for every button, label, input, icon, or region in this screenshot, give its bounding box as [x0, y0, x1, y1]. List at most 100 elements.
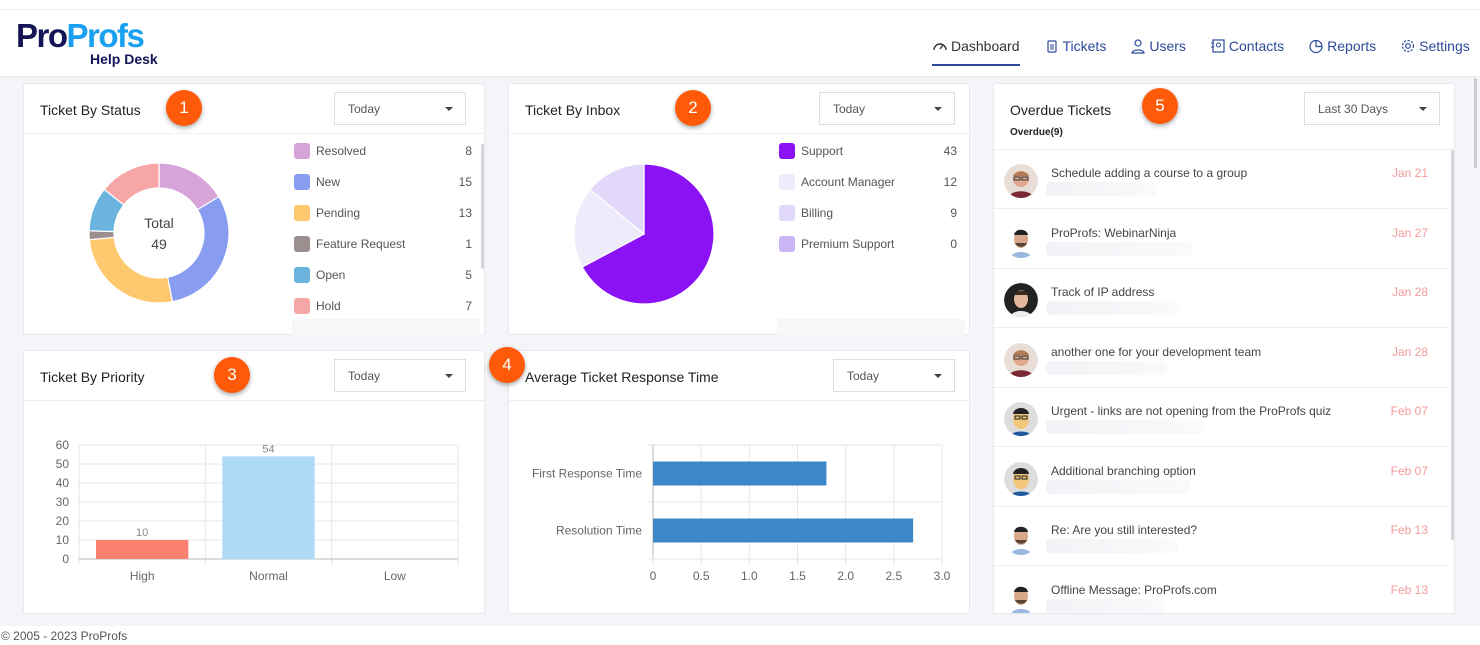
ticket-preview-redacted — [1046, 539, 1178, 553]
nav-label: Reports — [1327, 38, 1377, 54]
legend-item[interactable]: Premium Support 0 — [779, 235, 957, 253]
caret-down-icon — [445, 107, 453, 111]
x-tick-label: High — [130, 569, 155, 583]
response-time-card: Average Ticket Response Time 4 Today 0 0.… — [489, 347, 970, 614]
ticket-row[interactable]: Re: Are you still interested? Feb 13 — [994, 507, 1448, 566]
legend-item[interactable]: Hold 7 — [294, 297, 472, 315]
select-value: Last 30 Days — [1318, 102, 1389, 116]
donut-total: 49 — [151, 236, 167, 252]
ticket-date: Jan 27 — [1391, 225, 1428, 240]
legend-item[interactable]: Account Manager 12 — [779, 173, 957, 191]
ticket-subject[interactable]: Urgent - links are not opening from the … — [1051, 404, 1332, 418]
y-tick-label: 40 — [56, 476, 70, 490]
nav-tickets[interactable]: Tickets — [1044, 34, 1106, 58]
legend-label: Resolved — [316, 144, 367, 158]
ticket-date: Feb 07 — [1390, 404, 1428, 418]
inbox-filter-select[interactable]: Today — [819, 92, 955, 125]
ticket-subject[interactable]: another one for your development team — [1051, 344, 1262, 359]
logo-text-pro: Pro — [16, 17, 68, 54]
legend-item[interactable]: Pending 13 — [294, 204, 472, 222]
priority-filter-select[interactable]: Today — [334, 359, 466, 392]
avatar — [1004, 342, 1038, 377]
legend-value: 8 — [465, 144, 472, 158]
legend-value: 43 — [943, 144, 957, 158]
ticket-subject[interactable]: Track of IP address — [1051, 285, 1155, 299]
page-scrollbar[interactable] — [1474, 78, 1477, 168]
footer: © 2005 - 2023 ProProfs — [0, 626, 1480, 645]
gauge-icon — [933, 43, 947, 51]
ticket-subject[interactable]: ProProfs: WebinarNinja — [1051, 225, 1177, 240]
ticket-icon — [1046, 40, 1057, 53]
nav-label: Contacts — [1228, 38, 1285, 54]
response-filter-select[interactable]: Today — [833, 359, 955, 392]
ticket-row[interactable]: Additional branching option Feb 07 — [994, 448, 1448, 507]
legend-item[interactable]: Resolved 8 — [294, 142, 472, 160]
ticket-row[interactable]: Schedule adding a course to a group Jan 2… — [994, 150, 1448, 209]
ticket-date: Feb 13 — [1390, 582, 1428, 597]
ticket-subject[interactable]: Additional branching option — [1051, 463, 1196, 478]
legend-value: 5 — [465, 268, 472, 282]
legend-item[interactable]: Open 5 — [294, 266, 472, 284]
ticket-row[interactable]: Offline Message: ProProfs.com Feb 13 — [994, 567, 1448, 613]
y-tick-label: 10 — [56, 533, 70, 547]
avatar — [1004, 521, 1038, 555]
legend-scrollbar[interactable] — [481, 144, 484, 269]
nav-reports[interactable]: Reports — [1308, 34, 1376, 58]
nav-label: Settings — [1419, 38, 1470, 54]
legend-value: 1 — [465, 237, 472, 251]
nav-dashboard[interactable]: Dashboard — [932, 34, 1020, 66]
overdue-filter-select[interactable]: Last 30 Days — [1304, 92, 1440, 125]
legend-label: Open — [316, 268, 346, 282]
legend-swatch — [294, 267, 310, 283]
legend-swatch — [294, 174, 310, 190]
legend-label: Support — [801, 144, 844, 158]
legend-item[interactable]: Feature Request 1 — [294, 235, 472, 253]
nav-settings[interactable]: Settings — [1400, 34, 1470, 58]
nav-users[interactable]: Users — [1130, 34, 1186, 58]
card-title: Average Ticket Response Time — [525, 369, 719, 385]
card-title: Ticket By Inbox — [525, 102, 621, 118]
legend-swatch — [294, 298, 310, 314]
proprofs-logo[interactable]: ProProfs Help Desk — [16, 17, 158, 67]
avatar — [1004, 283, 1038, 317]
ticket-date: Jan 28 — [1391, 344, 1428, 359]
caret-down-icon — [934, 107, 942, 111]
legend-item[interactable]: New 15 — [294, 173, 472, 191]
step-badge: 2 — [675, 90, 711, 126]
ticket-subject[interactable]: Schedule adding a course to a group — [1051, 166, 1248, 180]
ticket-row[interactable]: another one for your development team Jan… — [994, 329, 1448, 388]
ticket-row[interactable]: Urgent - links are not opening from the … — [994, 388, 1448, 447]
list-scrollbar[interactable] — [1451, 150, 1454, 540]
avatar — [1004, 402, 1038, 436]
bar-first-response-time — [653, 461, 827, 486]
overdue-tickets-card: Overdue Tickets Overdue(9) 5 Last 30 Day… — [993, 83, 1455, 614]
ticket-by-priority-card: Ticket By Priority 3 Today 0 10 20 30 40 50 60… — [23, 350, 485, 614]
status-filter-select[interactable]: Today — [334, 92, 466, 125]
legend-swatch — [779, 205, 795, 221]
nav-contacts[interactable]: Contacts — [1210, 34, 1284, 58]
nav-label: Users — [1149, 38, 1186, 54]
caret-down-icon — [934, 374, 942, 378]
ticket-subject[interactable]: Re: Are you still interested? — [1051, 523, 1198, 537]
legend-label: Premium Support — [801, 237, 895, 251]
x-tick-label: 0.5 — [693, 569, 710, 583]
select-value: Today — [348, 369, 381, 383]
ticket-row[interactable]: Track of IP address Jan 28 — [994, 269, 1448, 328]
nav-label: Dashboard — [951, 38, 1020, 54]
x-tick-label: 2.0 — [837, 569, 854, 583]
legend-value: 15 — [458, 175, 472, 189]
legend-label: New — [316, 175, 341, 189]
card-title: Overdue Tickets — [1010, 102, 1112, 118]
x-tick-label: 1.0 — [741, 569, 758, 583]
legend-swatch — [294, 236, 310, 252]
step-badge: 4 — [489, 347, 525, 383]
legend-item[interactable]: Support 43 — [779, 142, 957, 160]
legend-value: 12 — [943, 175, 957, 189]
inbox-pie-chart — [573, 163, 715, 305]
legend-label: Billing — [801, 206, 834, 220]
legend-value: 9 — [950, 206, 957, 220]
avatar — [1004, 580, 1038, 613]
legend-item[interactable]: Billing 9 — [779, 204, 957, 222]
ticket-subject[interactable]: Offline Message: ProProfs.com — [1051, 582, 1217, 597]
ticket-row[interactable]: ProProfs: WebinarNinja Jan 27 — [994, 210, 1448, 269]
